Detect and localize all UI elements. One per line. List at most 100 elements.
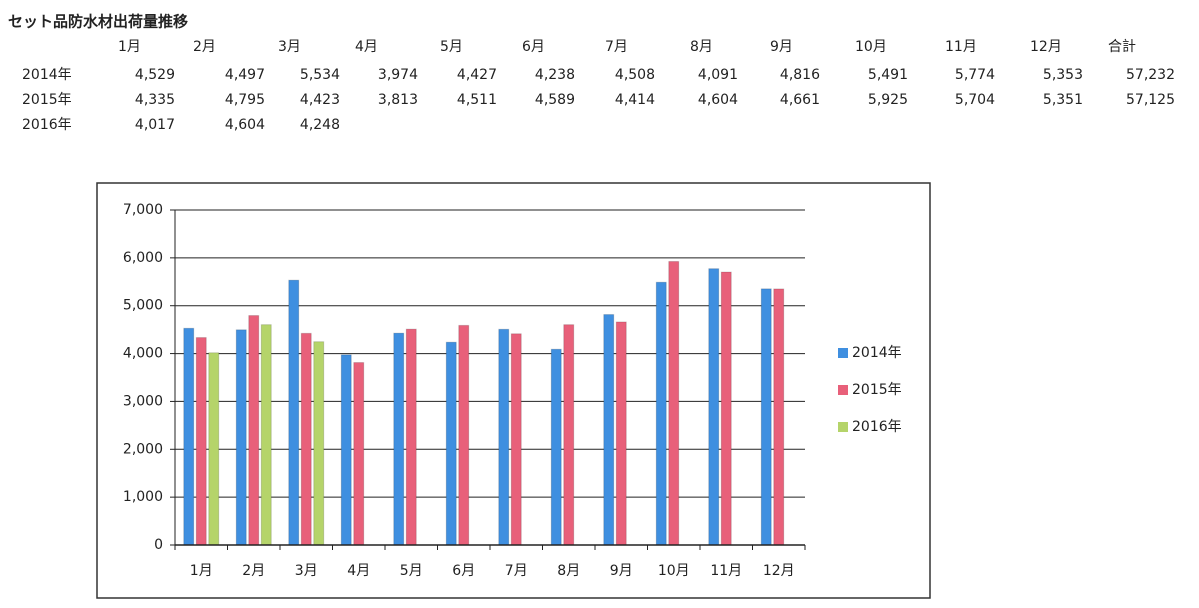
legend-swatch <box>838 348 848 358</box>
table-cell: 5,925 <box>868 92 908 108</box>
y-tick-label: 4,000 <box>123 346 163 362</box>
bar <box>405 328 417 546</box>
bar <box>603 314 615 546</box>
table-cell: 4,248 <box>300 117 340 133</box>
bar <box>760 288 772 546</box>
bar <box>720 271 732 546</box>
table-cell: 4,335 <box>135 92 175 108</box>
bar <box>458 324 470 546</box>
table-cell: 5,534 <box>300 67 340 83</box>
y-tick-label: 3,000 <box>123 393 163 409</box>
legend-label: 2016年 <box>852 419 902 435</box>
bar <box>248 315 260 546</box>
bar <box>353 362 365 546</box>
table-cell: 57,232 <box>1126 67 1175 83</box>
table-cell: 4,604 <box>225 117 265 133</box>
x-tick-label: 9月 <box>610 563 633 579</box>
row-label: 2014年 <box>22 67 72 83</box>
table-header: 9月 <box>770 39 793 55</box>
table-header: 5月 <box>440 39 463 55</box>
bar <box>445 341 457 546</box>
x-tick-label: 2月 <box>242 563 265 579</box>
table-header: 12月 <box>1030 39 1062 55</box>
bar <box>183 327 195 546</box>
bar <box>498 328 510 546</box>
table-cell: 4,816 <box>780 67 820 83</box>
table-cell: 5,704 <box>955 92 995 108</box>
y-tick-label: 5,000 <box>123 298 163 314</box>
table-cell: 4,511 <box>457 92 497 108</box>
x-tick-label: 5月 <box>400 563 423 579</box>
doc-title: セット品防水材出荷量推移 <box>8 13 188 31</box>
table-cell: 4,423 <box>300 92 340 108</box>
bar <box>260 324 272 546</box>
bar <box>393 332 405 546</box>
table-header: 合計 <box>1108 39 1136 55</box>
table-cell: 3,813 <box>378 92 418 108</box>
table-cell: 4,414 <box>615 92 655 108</box>
table-header: 2月 <box>193 39 216 55</box>
bar <box>773 288 785 546</box>
bar <box>668 260 680 546</box>
x-tick-label: 3月 <box>295 563 318 579</box>
bar <box>288 279 300 546</box>
bar <box>340 354 352 546</box>
x-tick-label: 12月 <box>763 563 795 579</box>
table-cell: 4,427 <box>457 67 497 83</box>
table-cell: 4,589 <box>535 92 575 108</box>
x-tick-label: 4月 <box>347 563 370 579</box>
bar <box>563 324 575 546</box>
bar <box>510 333 522 546</box>
x-tick-label: 6月 <box>452 563 475 579</box>
table-header: 10月 <box>855 39 887 55</box>
table-cell: 4,238 <box>535 67 575 83</box>
legend-swatch <box>838 385 848 395</box>
x-tick-label: 7月 <box>505 563 528 579</box>
y-tick-label: 1,000 <box>123 489 163 505</box>
table-cell: 57,125 <box>1126 92 1175 108</box>
table-cell: 4,017 <box>135 117 175 133</box>
table-cell: 4,529 <box>135 67 175 83</box>
bar <box>655 281 667 546</box>
table-cell: 4,091 <box>698 67 738 83</box>
table-cell: 4,795 <box>225 92 265 108</box>
x-tick-label: 10月 <box>658 563 690 579</box>
bar <box>550 348 562 546</box>
table-header: 8月 <box>690 39 713 55</box>
legend-swatch <box>838 422 848 432</box>
bar <box>313 341 325 546</box>
table-cell: 3,974 <box>378 67 418 83</box>
y-tick-label: 2,000 <box>123 441 163 457</box>
table-cell: 5,351 <box>1043 92 1083 108</box>
bar <box>615 321 627 546</box>
table-cell: 5,491 <box>868 67 908 83</box>
table-header: 7月 <box>605 39 628 55</box>
bar <box>300 332 312 546</box>
bar <box>235 329 247 546</box>
x-tick-label: 11月 <box>710 563 742 579</box>
table-cell: 4,497 <box>225 67 265 83</box>
x-tick-label: 1月 <box>190 563 213 579</box>
table-cell: 4,661 <box>780 92 820 108</box>
row-label: 2015年 <box>22 92 72 108</box>
row-label: 2016年 <box>22 117 72 133</box>
table-header: 4月 <box>355 39 378 55</box>
x-tick-label: 8月 <box>557 563 580 579</box>
table-header: 6月 <box>522 39 545 55</box>
table-header: 11月 <box>945 39 977 55</box>
y-tick-label: 0 <box>154 537 163 553</box>
table-cell: 4,604 <box>698 92 738 108</box>
legend-label: 2014年 <box>852 345 902 361</box>
bar <box>708 268 720 546</box>
y-tick-label: 6,000 <box>123 250 163 266</box>
bar <box>195 337 207 546</box>
table-header: 3月 <box>278 39 301 55</box>
bar <box>208 352 220 546</box>
table-cell: 5,774 <box>955 67 995 83</box>
legend-label: 2015年 <box>852 382 902 398</box>
table-cell: 4,508 <box>615 67 655 83</box>
y-tick-label: 7,000 <box>123 202 163 218</box>
table-header: 1月 <box>118 39 141 55</box>
table-cell: 5,353 <box>1043 67 1083 83</box>
